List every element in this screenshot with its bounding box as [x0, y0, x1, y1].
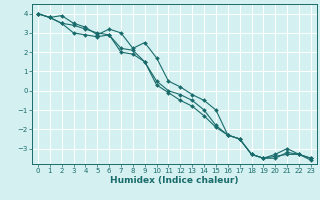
X-axis label: Humidex (Indice chaleur): Humidex (Indice chaleur) — [110, 176, 239, 185]
